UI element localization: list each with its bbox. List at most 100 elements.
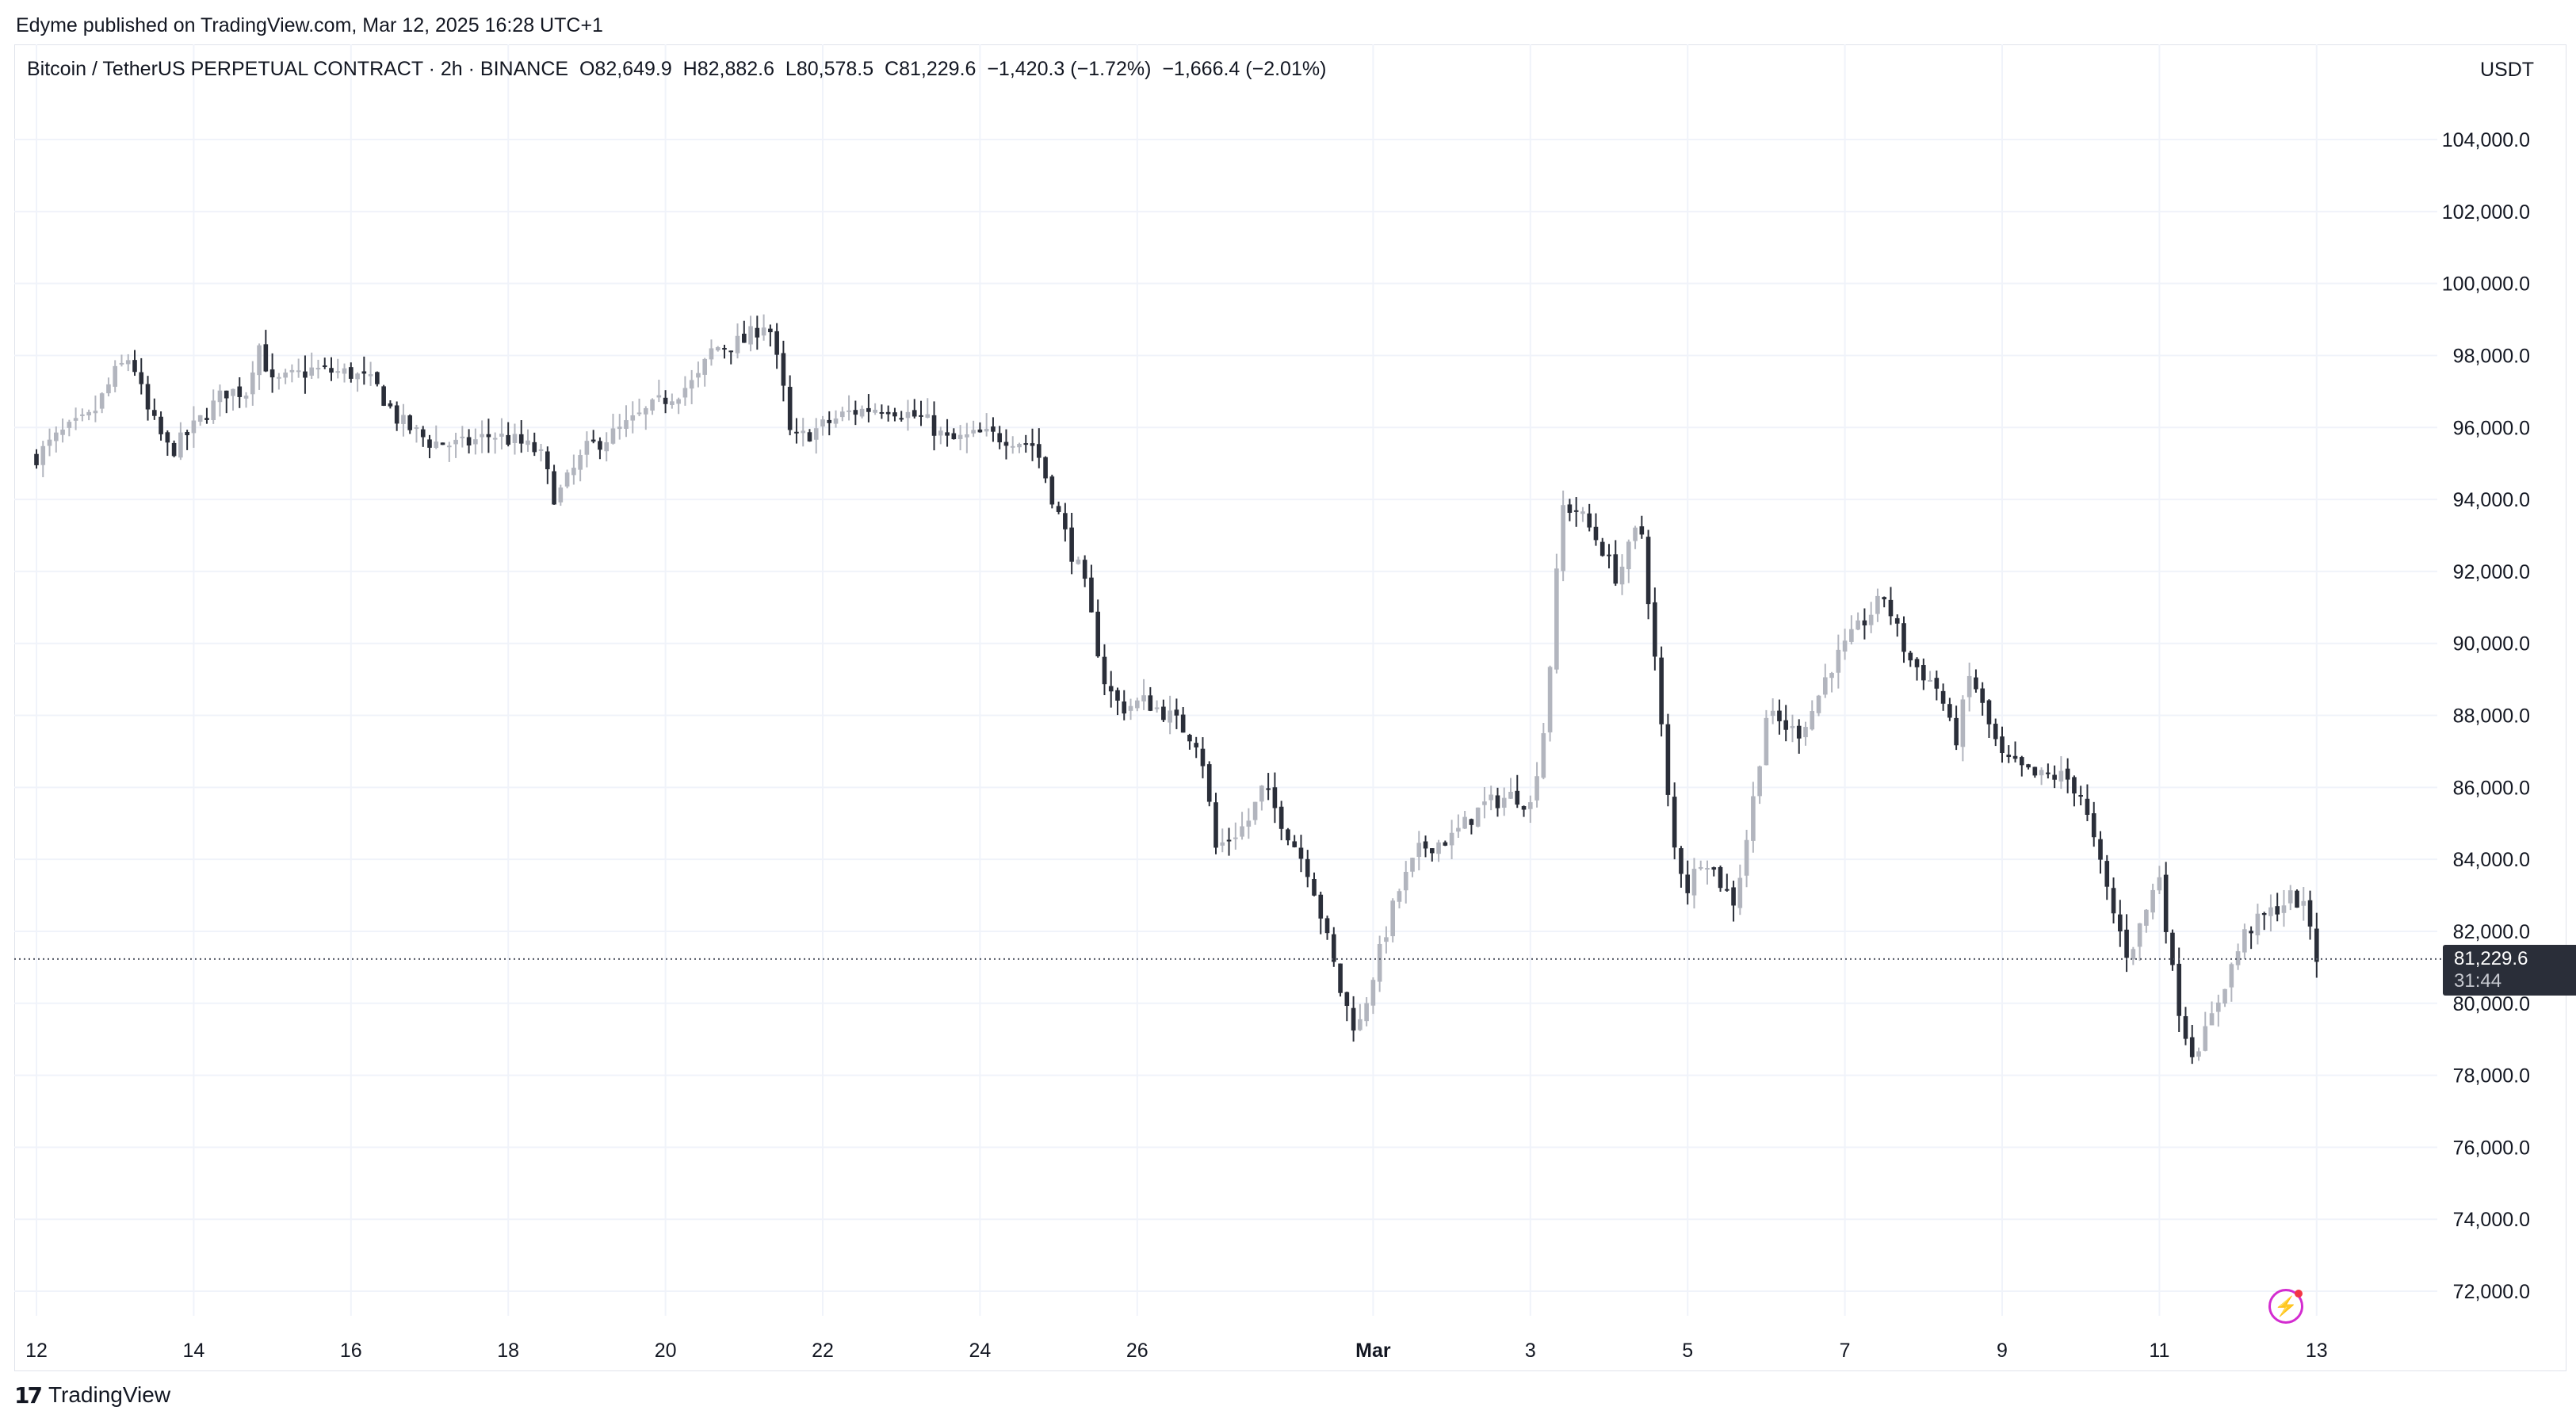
candle	[99, 392, 105, 414]
candle-body	[1665, 724, 1671, 795]
price-tick-label: 76,000.0	[2453, 1137, 2530, 1159]
candle-body	[2255, 913, 2261, 936]
candle-body	[761, 327, 766, 336]
candle-body	[1436, 842, 1441, 854]
candle	[781, 340, 786, 402]
candle-body	[2170, 932, 2175, 965]
candle	[1089, 564, 1094, 613]
candle-body	[289, 369, 295, 373]
price-tick-label: 102,000.0	[2442, 201, 2530, 224]
candle	[73, 407, 78, 430]
candle-body	[682, 388, 688, 398]
price-tick-label: 90,000.0	[2453, 633, 2530, 656]
candle-body	[296, 370, 301, 373]
candle	[1626, 539, 1631, 583]
time-tick-label: 7	[1840, 1340, 1851, 1362]
lightning-icon[interactable]: ⚡	[2268, 1289, 2303, 1324]
candle-body	[492, 438, 498, 440]
candle-body	[1233, 837, 1238, 839]
candle	[1049, 474, 1055, 509]
candle-body	[34, 453, 39, 465]
candle-body	[211, 400, 216, 421]
candle-body	[2203, 1026, 2208, 1051]
candle-body	[460, 436, 465, 438]
candle-body	[2131, 949, 2136, 960]
time-axis[interactable]: 12 14 16 18 20 22 24 26 Mar 3 5 7 9 11 13	[25, 1340, 2328, 1362]
candle	[466, 429, 472, 454]
candle-body	[1894, 617, 1900, 624]
candle-body	[768, 328, 773, 333]
publish-info: Edyme published on TradingView.com, Mar …	[16, 14, 603, 36]
candle-body	[394, 405, 399, 424]
price-axis[interactable]: 72,000.0 74,000.0 76,000.0 78,000.0 80,000.0…	[2442, 129, 2530, 1303]
candle-body	[348, 367, 354, 379]
candle	[1541, 723, 1546, 780]
time-tick-label: 24	[969, 1340, 991, 1362]
candle-body	[2189, 1037, 2195, 1057]
candle	[499, 418, 504, 450]
chart-frame[interactable]	[14, 44, 2566, 1371]
symbol-name[interactable]: Bitcoin / TetherUS PERPETUAL CONTRACT · …	[27, 58, 569, 80]
candle-body	[610, 428, 616, 444]
candle-body	[1751, 796, 1756, 841]
candle-body	[715, 346, 720, 351]
candle-body	[1770, 710, 1775, 717]
candle	[1849, 615, 1854, 645]
candle-body	[446, 445, 452, 448]
candle-body	[355, 373, 360, 380]
candle	[2189, 1024, 2195, 1065]
candle-body	[2163, 874, 2169, 932]
candle	[578, 449, 583, 482]
candle	[787, 375, 793, 436]
candle	[2058, 755, 2064, 789]
candle-body	[965, 434, 969, 438]
candle-body	[151, 410, 157, 416]
candle	[774, 323, 779, 369]
candle	[813, 418, 819, 454]
candle	[1200, 737, 1206, 778]
candle-body	[820, 419, 825, 427]
candle-body	[1206, 764, 1212, 802]
candle-body	[1429, 848, 1435, 854]
candle	[1469, 818, 1474, 835]
price-tick-label: 92,000.0	[2453, 561, 2530, 583]
time-tick-label: 16	[340, 1340, 362, 1362]
candle-body	[80, 414, 85, 416]
candle-body	[1619, 566, 1625, 585]
candle	[728, 350, 734, 365]
candle-body	[1318, 894, 1324, 919]
price-tick-label: 94,000.0	[2453, 489, 2530, 511]
candle	[885, 405, 891, 422]
symbol-legend[interactable]: Bitcoin / TetherUS PERPETUAL CONTRACT · …	[27, 58, 1326, 81]
candle-body	[2314, 928, 2319, 962]
candle	[1796, 719, 1802, 754]
candle-body	[1115, 690, 1120, 701]
candle-body	[905, 411, 911, 419]
candle-body	[833, 418, 839, 424]
candle	[1705, 860, 1710, 885]
currency-label[interactable]: USDT	[2479, 59, 2535, 81]
candle-body	[1508, 791, 1513, 799]
candle-body	[1580, 511, 1585, 514]
candle-body	[1947, 704, 1952, 718]
candle	[1842, 629, 1848, 660]
candle	[1298, 835, 1304, 873]
candle-body	[1731, 887, 1736, 906]
candle-body	[440, 442, 445, 445]
candle	[1252, 801, 1258, 825]
candle	[1443, 840, 1448, 847]
candle	[119, 354, 124, 367]
candle-body	[1888, 599, 1894, 617]
tradingview-logo[interactable]: 17 TradingView	[14, 1381, 170, 1409]
candle-body	[480, 434, 484, 438]
candle	[1868, 602, 1874, 633]
candle	[2235, 943, 2241, 970]
candle	[899, 411, 904, 422]
candle	[696, 361, 701, 388]
candle	[191, 406, 197, 448]
candle	[1489, 786, 1494, 811]
candle	[1921, 658, 1926, 690]
candle-body	[303, 371, 308, 378]
candle-body	[204, 418, 209, 420]
